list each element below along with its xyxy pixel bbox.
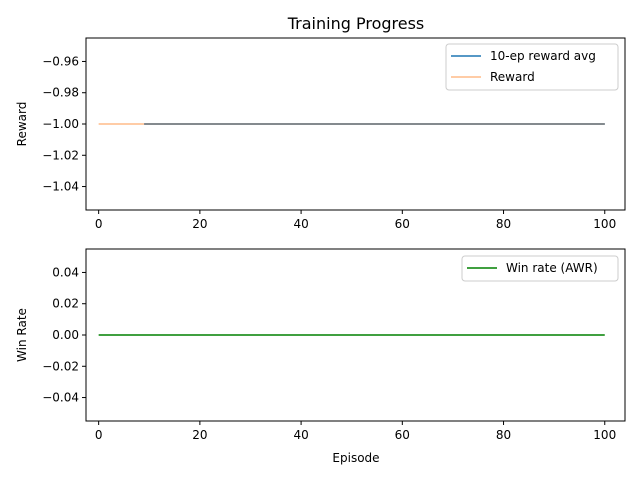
- x-tick-label: 0: [95, 428, 103, 442]
- y-tick-label: 0.00: [52, 328, 79, 342]
- y-tick-label: −1.04: [42, 180, 79, 194]
- reward-y-ticks: −0.96 −0.98 −1.00 −1.02 −1.04: [42, 54, 86, 194]
- x-tick-label: 100: [593, 428, 616, 442]
- x-tick-label: 40: [293, 217, 308, 231]
- x-tick-label: 80: [496, 428, 511, 442]
- legend-label-win-rate: Win rate (AWR): [506, 261, 598, 275]
- reward-chart: 0 20 40 60 80 100 −0.96 −0.98 −1.00 −1.02 −1.04 R…: [15, 37, 626, 231]
- x-tick-label: 80: [496, 217, 511, 231]
- chart-title: Training Progress: [287, 14, 425, 33]
- win-rate-x-ticks: 0 20 40 60 80 100: [95, 421, 616, 442]
- reward-legend-box: [445, 43, 619, 91]
- y-tick-label: 0.02: [52, 297, 79, 311]
- x-tick-label: 20: [192, 428, 207, 442]
- legend-label-reward: Reward: [490, 70, 535, 84]
- x-tick-label: 40: [293, 428, 308, 442]
- win-rate-legend-box: [461, 255, 619, 282]
- y-tick-label: −0.98: [42, 86, 79, 100]
- reward-legend: 10-ep reward avg Reward: [445, 43, 619, 91]
- x-tick-label: 20: [192, 217, 207, 231]
- reward-y-axis-label: Reward: [15, 102, 29, 147]
- y-tick-label: −0.02: [42, 359, 79, 373]
- y-tick-label: −0.04: [42, 391, 79, 405]
- y-tick-label: −0.96: [42, 54, 79, 68]
- y-tick-label: 0.04: [52, 265, 79, 279]
- x-axis-label: Episode: [332, 451, 379, 465]
- win-rate-legend: Win rate (AWR): [461, 255, 619, 282]
- y-tick-label: −1.02: [42, 148, 79, 162]
- win-rate-chart: 0 20 40 60 80 100 0.04 0.02 0.00 −0.02 −0.04 Win …: [15, 248, 626, 465]
- reward-x-ticks: 0 20 40 60 80 100: [95, 210, 616, 231]
- x-tick-label: 60: [395, 217, 410, 231]
- x-tick-label: 100: [593, 217, 616, 231]
- y-tick-label: −1.00: [42, 117, 79, 131]
- x-tick-label: 0: [95, 217, 103, 231]
- win-rate-y-ticks: 0.04 0.02 0.00 −0.02 −0.04: [42, 265, 86, 405]
- legend-label-reward-avg: 10-ep reward avg: [490, 49, 596, 63]
- x-tick-label: 60: [395, 428, 410, 442]
- win-rate-y-axis-label: Win Rate: [15, 308, 29, 362]
